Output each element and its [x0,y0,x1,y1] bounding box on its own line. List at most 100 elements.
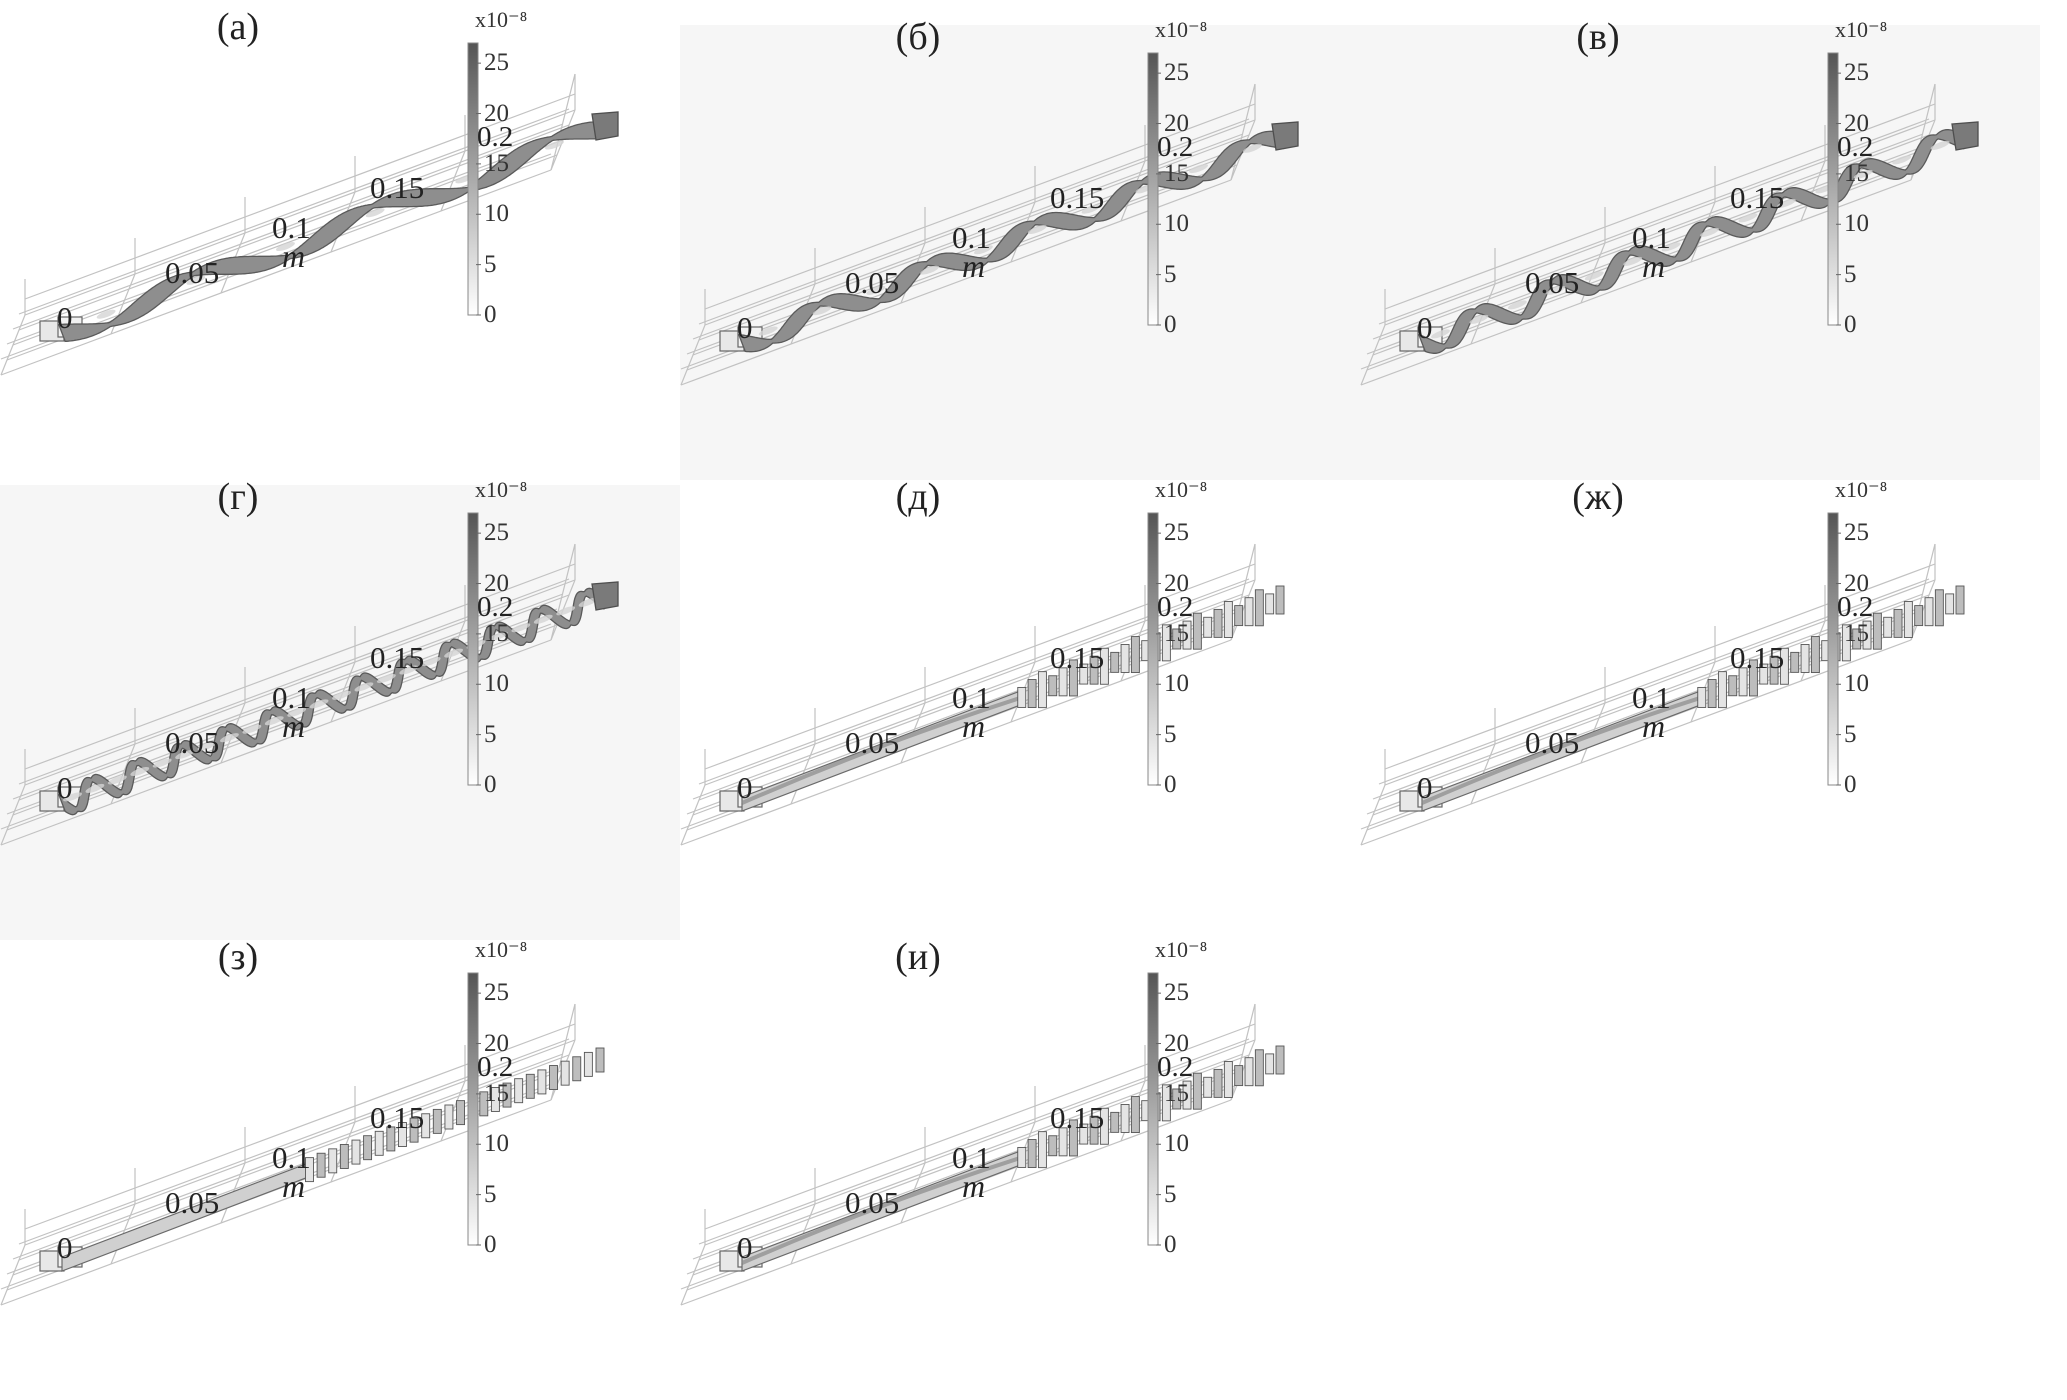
colorbar-tick-label: 25 [1844,519,1869,547]
axis-tick-label: 0 [1417,770,1433,805]
colorbar-tick-label: 20 [1844,109,1869,137]
colorbar-tick-label: 15 [484,149,509,177]
colorbar-tick-label: 5 [1844,260,1857,288]
colorbar-tick-label: 15 [484,619,509,647]
colorbar-tick-label: 5 [484,1180,497,1208]
panel-plot [1360,52,1979,386]
colorbar-tick-label: 15 [484,1079,509,1107]
panel-i: 25 20 15 10 5 0 (и) x10⁻⁸ 0.2 0 0.05 0.1 0.15 m [680,936,1360,1400]
colorbar-tick-label: 15 [1844,619,1869,647]
colorbar-tick-label: 5 [1164,720,1177,748]
colorbar-tick-label: 5 [1164,1180,1177,1208]
colorbar [1147,52,1159,326]
panel-label: (в) [1576,16,1620,58]
colorbar-exponent: x10⁻⁸ [1155,17,1208,42]
colorbar [467,972,479,1246]
panel-plot [680,52,1299,386]
colorbar-tick-label: 0 [484,1231,497,1258]
helix-beam [1399,121,1979,354]
axis-unit-label: m [962,248,986,284]
colorbar-exponent: x10⁻⁸ [1835,17,1888,42]
colorbar-tick-label: 20 [1164,569,1189,597]
helix-beam [719,121,1299,353]
axis-tick-label: 0.05 [165,725,220,760]
axis-tick-label: 0.15 [1050,180,1105,215]
panel-plot [680,512,1285,846]
axis-unit-label: m [1642,708,1666,744]
colorbar-tick-label: 20 [1844,569,1869,597]
colorbar-tick-label: 20 [484,1029,509,1057]
colorbar-tick-label: 5 [484,250,497,278]
axis-tick-label: 0.2 [1837,131,1874,163]
colorbar-tick-label: 15 [1164,1079,1189,1107]
panel-label: (г) [217,476,259,518]
panel-plot [0,972,605,1306]
colorbar-exponent: x10⁻⁸ [1835,477,1888,502]
colorbar [1827,52,1839,326]
panel-plot [680,972,1285,1306]
axis-tick-label: 0.15 [1730,180,1785,215]
panel-label: (б) [895,16,941,58]
colorbar-tick-label: 5 [484,720,497,748]
colorbar-tick-label: 5 [1164,260,1177,288]
axis-tick-label: 0.15 [370,640,425,675]
axis-tick-label: 0.05 [845,725,900,760]
colorbar-tick-label: 25 [1844,59,1869,87]
axis-tick-label: 0.1 [1632,220,1671,255]
axis-tick-label: 0.05 [845,265,900,300]
colorbar-tick-label: 10 [1164,210,1189,238]
helix-beam [719,1045,1285,1272]
axis-tick-label: 0.1 [272,680,311,715]
helix-beam [1399,585,1965,812]
colorbar [1827,512,1839,786]
axis-tick-label: 0.2 [1157,131,1194,163]
axis-tick-label: 0.05 [165,255,220,290]
colorbar-tick-label: 25 [1164,519,1189,547]
panel-label: (ж) [1572,476,1624,518]
colorbar-tick-label: 10 [1164,1130,1189,1158]
axis-tick-label: 0.1 [272,210,311,245]
axis-tick-label: 0.1 [952,220,991,255]
axis-tick-label: 0.1 [952,680,991,715]
axis-tick-label: 0 [737,770,753,805]
axis-tick-label: 0.2 [477,591,514,623]
axis-tick-label: 0.15 [1730,640,1785,675]
helix-beam [719,585,1285,812]
colorbar-tick-label: 0 [1164,311,1177,338]
axis-tick-label: 0.15 [1050,640,1105,675]
axis-tick-label: 0.15 [370,170,425,205]
axis-tick-label: 0 [1417,310,1433,345]
colorbar-tick-label: 10 [1164,670,1189,698]
helix-beam [39,1047,605,1272]
colorbar-exponent: x10⁻⁸ [475,7,528,32]
axis-unit-label: m [1642,248,1666,284]
colorbar-tick-label: 10 [484,1130,509,1158]
colorbar-tick-label: 0 [1164,771,1177,798]
colorbar-tick-label: 25 [1164,59,1189,87]
panel-plot [0,512,619,846]
colorbar [1147,972,1159,1246]
panel-d: 25 20 15 10 5 0 (д) x10⁻⁸ 0.2 0 0.05 0.1 0.15 m [680,476,1360,940]
colorbar-tick-label: 25 [1164,979,1189,1007]
axis-tick-label: 0.05 [1525,725,1580,760]
panel-label: (а) [216,6,260,48]
axis-unit-label: m [282,1168,306,1204]
axis-tick-label: 0.2 [477,1051,514,1083]
helix-beam [39,111,619,343]
colorbar-tick-label: 20 [484,99,509,127]
colorbar-tick-label: 25 [484,519,509,547]
axis-tick-label: 0.2 [477,121,514,153]
colorbar-tick-label: 10 [484,670,509,698]
colorbar-tick-label: 10 [1844,670,1869,698]
axis-tick-label: 0.1 [1632,680,1671,715]
axis-unit-label: m [282,238,306,274]
colorbar-tick-label: 0 [484,301,497,328]
axis-tick-label: 0 [57,770,73,805]
colorbar-tick-label: 15 [1844,159,1869,187]
colorbar-exponent: x10⁻⁸ [475,477,528,502]
colorbar-exponent: x10⁻⁸ [1155,477,1208,502]
colorbar-tick-label: 25 [484,979,509,1007]
colorbar-tick-label: 0 [1164,1231,1177,1258]
colorbar-tick-label: 5 [1844,720,1857,748]
colorbar-tick-label: 20 [484,569,509,597]
